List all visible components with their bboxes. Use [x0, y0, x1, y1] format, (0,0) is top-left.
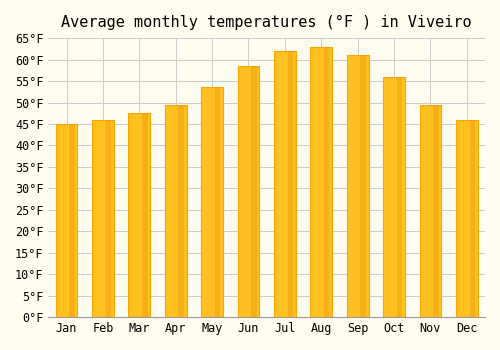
Bar	[215, 88, 220, 317]
Bar	[433, 105, 438, 317]
Title: Average monthly temperatures (°F ) in Viveiro: Average monthly temperatures (°F ) in Vi…	[62, 15, 472, 30]
Bar	[274, 51, 296, 317]
Bar	[397, 77, 402, 317]
Bar	[92, 120, 114, 317]
Bar	[106, 120, 111, 317]
Bar	[383, 77, 405, 317]
Bar	[288, 51, 293, 317]
Bar	[70, 124, 74, 317]
Bar	[165, 105, 186, 317]
Bar	[360, 55, 366, 317]
Bar	[178, 105, 184, 317]
Bar	[56, 124, 78, 317]
Bar	[310, 47, 332, 317]
Bar	[346, 55, 368, 317]
Bar	[324, 47, 330, 317]
Bar	[128, 113, 150, 317]
Bar	[201, 88, 223, 317]
Bar	[142, 113, 148, 317]
Bar	[456, 120, 477, 317]
Bar	[470, 120, 475, 317]
Bar	[251, 66, 256, 317]
Bar	[420, 105, 442, 317]
Bar	[238, 66, 260, 317]
